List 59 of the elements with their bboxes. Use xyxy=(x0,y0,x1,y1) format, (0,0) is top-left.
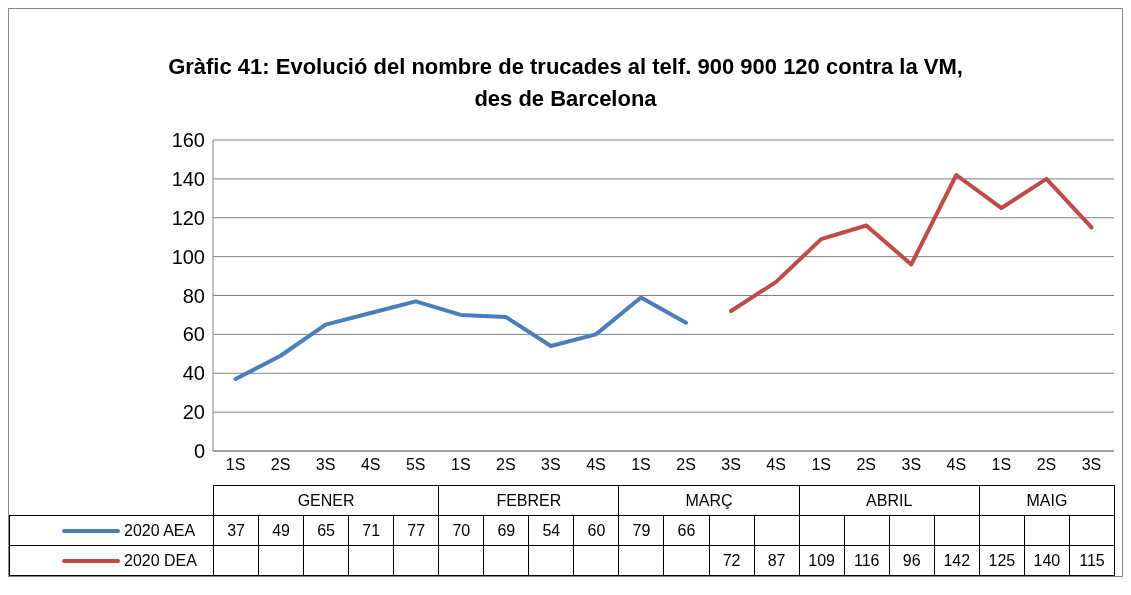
data-label: 109 xyxy=(799,545,845,576)
data-label: 142 xyxy=(934,545,980,576)
x-tick-label: 3S xyxy=(721,456,741,474)
x-tick-label: 2S xyxy=(856,456,877,474)
line-series xyxy=(233,295,689,382)
x-tick-label: 3S xyxy=(901,456,922,474)
y-tick-label: 60 xyxy=(182,323,205,346)
x-tick-label: 1S xyxy=(225,456,246,474)
x-tick-label: 3S xyxy=(1081,456,1102,474)
legend-label: 2020 DEA xyxy=(9,545,214,576)
y-tick-label: 0 xyxy=(193,440,205,463)
x-tick-label: 2S xyxy=(676,456,696,474)
text: MARÇ xyxy=(618,485,800,516)
data-label: 60 xyxy=(573,515,619,546)
data-label: 65 xyxy=(303,515,349,546)
x-tick-label: 2S xyxy=(1036,456,1057,474)
text: GENER xyxy=(213,485,439,516)
data-label: 49 xyxy=(258,515,304,546)
x-tick-label: 2S xyxy=(270,456,291,474)
text: FEBRER xyxy=(438,485,619,516)
data-label: 87 xyxy=(754,545,800,576)
data-label: 37 xyxy=(213,515,259,546)
x-tick-label: 3S xyxy=(315,456,336,474)
y-tick-label: 20 xyxy=(182,401,205,424)
data-label: 96 xyxy=(889,545,935,576)
y-tick-label: 80 xyxy=(182,284,205,307)
x-tick-label: 1S xyxy=(991,456,1012,474)
x-tick-label: 5S xyxy=(405,456,426,474)
chart-title: Gràfic 41: Evolució del nombre de trucades al telf. 900 900 120 contra la VM, des de Barcelona xyxy=(167,53,964,113)
data-label: 116 xyxy=(844,545,890,576)
data-label: 115 xyxy=(1069,545,1115,576)
x-tick-label: 3S xyxy=(541,456,561,474)
y-tick-label: 140 xyxy=(171,167,205,190)
x-tick-label: 2S xyxy=(496,456,516,474)
line-series xyxy=(729,172,1094,314)
text: ABRIL xyxy=(799,485,980,516)
data-label: 72 xyxy=(709,545,755,576)
data-label: 125 xyxy=(979,545,1025,576)
data-label: 71 xyxy=(348,515,394,546)
y-tick-label: 160 xyxy=(171,129,205,152)
x-tick-label: 4S xyxy=(360,456,381,474)
data-label: 69 xyxy=(483,515,529,546)
data-label: 140 xyxy=(1024,545,1070,576)
x-tick-label: 4S xyxy=(586,456,606,474)
data-label: 70 xyxy=(438,515,484,546)
y-tick-label: 40 xyxy=(182,362,205,385)
y-tick-label: 100 xyxy=(171,245,205,268)
data-label: 54 xyxy=(528,515,574,546)
x-tick-label: 1S xyxy=(811,456,831,474)
y-tick-label: 120 xyxy=(171,206,205,229)
data-label: 79 xyxy=(618,515,664,546)
text: MAIG xyxy=(979,485,1115,516)
x-tick-label: 1S xyxy=(450,456,471,474)
data-label: 77 xyxy=(393,515,439,546)
data-label: 66 xyxy=(663,515,710,546)
x-tick-label: 1S xyxy=(631,456,651,474)
x-tick-label: 4S xyxy=(946,456,967,474)
x-tick-label: 4S xyxy=(766,456,786,474)
legend-label: 2020 AEA xyxy=(9,515,214,546)
